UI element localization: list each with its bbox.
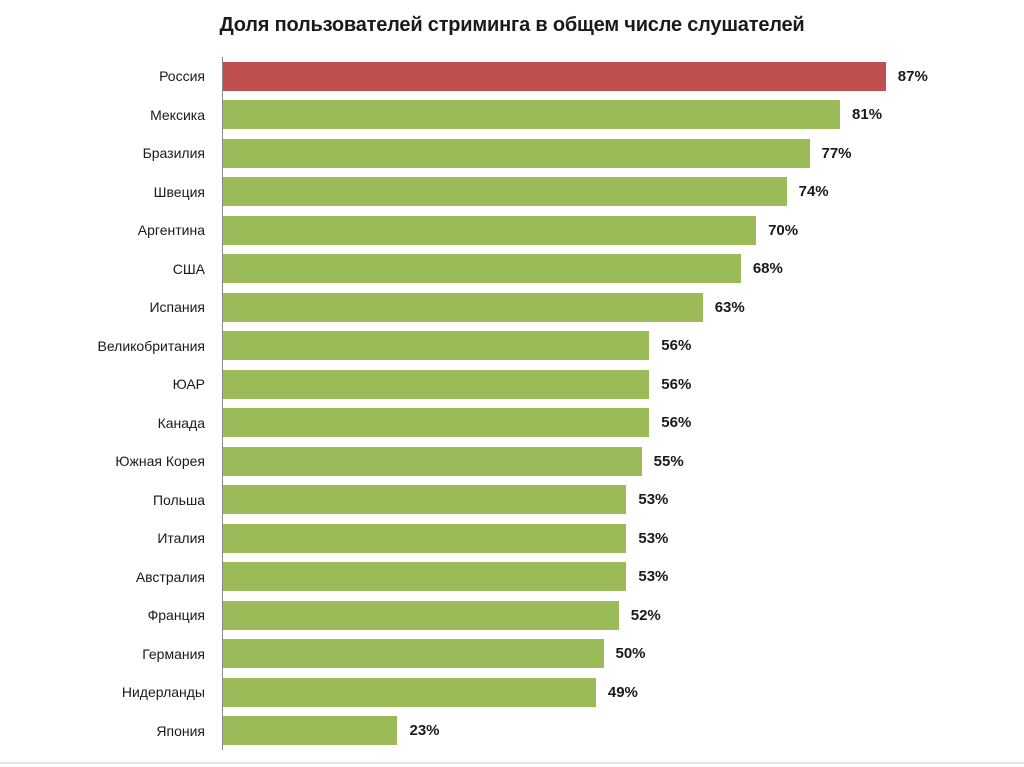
bar [222,292,703,322]
category-label: Швеция [153,183,205,200]
bar-row: Мексика 81% [0,96,1010,135]
category-label: Франция [147,607,205,624]
value-label: 56% [661,414,692,432]
bar-track: 74% [222,173,1010,212]
value-label: 68% [752,260,783,278]
bar [222,138,810,168]
value-label: 56% [661,337,692,355]
bar-row: Россия 87% [0,57,1010,96]
y-axis-line [222,57,223,750]
category-label: Великобритания [97,337,205,354]
value-label: 55% [653,452,684,470]
chart-title: Доля пользователей стриминга в общем чис… [219,14,805,36]
bar-track: 87% [222,57,1010,96]
bar-track: 53% [222,558,1010,597]
category-label: Мексика [150,106,205,123]
bar [222,177,787,207]
category-label: Германия [142,645,205,662]
bar-row: Канада 56% [0,404,1010,443]
bar-track: 55% [222,442,1010,481]
bar [222,677,596,707]
bar [222,254,741,284]
bar-track: 77% [222,134,1010,173]
bar [222,369,650,399]
slide-bottom-border [0,762,1024,764]
bar-track: 50% [222,635,1010,674]
bar [222,408,650,438]
bar-track: 53% [222,481,1010,520]
bar-row: Швеция 74% [0,173,1010,212]
bar-track: 56% [222,327,1010,366]
bar-rows: Россия 87% Мексика 81% Бразилия 77% Швец… [0,57,1010,750]
bar-row: Испания 63% [0,288,1010,327]
bar-row: Бразилия 77% [0,134,1010,173]
bar [222,215,757,245]
bar-track: 70% [222,211,1010,250]
category-label: Италия [157,530,205,547]
bar [222,600,619,630]
bar-row: Аргентина 70% [0,211,1010,250]
category-label: ЮАР [172,376,205,393]
bar-track: 53% [222,519,1010,558]
value-label: 23% [409,722,440,740]
category-label: США [172,260,205,277]
bar-row: Польша 53% [0,481,1010,520]
bar-row: ЮАР 56% [0,365,1010,404]
bar-row: Великобритания 56% [0,327,1010,366]
bar-row: Италия 53% [0,519,1010,558]
bar [222,716,398,746]
value-label: 53% [638,491,669,509]
bar [222,639,604,669]
bar [222,446,642,476]
value-label: 56% [661,375,692,393]
bar-track: 56% [222,404,1010,443]
bar [222,100,841,130]
value-label: 53% [638,529,669,547]
bar [222,523,627,553]
value-label: 77% [821,144,852,162]
category-label: Южная Корея [115,453,205,470]
value-label: 70% [768,221,799,239]
value-label: 53% [638,568,669,586]
category-label: Бразилия [142,145,205,162]
bar-track: 52% [222,596,1010,635]
value-label: 50% [615,645,646,663]
bar-row: США 68% [0,250,1010,289]
category-label: Австралия [135,568,205,585]
value-label: 52% [630,606,661,624]
value-label: 74% [798,183,829,201]
category-label: Япония [156,722,205,739]
value-label: 81% [852,106,883,124]
category-label: Канада [157,414,205,431]
category-label: Аргентина [137,222,205,239]
value-label: 49% [607,683,638,701]
category-label: Россия [159,68,205,85]
bar-track: 23% [222,712,1010,751]
bar [222,331,650,361]
bar-track: 68% [222,250,1010,289]
bar [222,562,627,592]
category-label: Нидерланды [121,684,205,701]
bar [222,61,886,91]
category-label: Испания [149,299,205,316]
bar-row: Германия 50% [0,635,1010,674]
bar-track: 56% [222,365,1010,404]
value-label: 87% [897,67,928,85]
category-label: Польша [152,491,205,508]
bar-row: Франция 52% [0,596,1010,635]
bar [222,485,627,515]
bar-row: Япония 23% [0,712,1010,751]
value-label: 63% [714,298,745,316]
bar-track: 81% [222,96,1010,135]
bar-chart: Россия 87% Мексика 81% Бразилия 77% Швец… [0,57,1010,750]
bar-track: 49% [222,673,1010,712]
bar-row: Австралия 53% [0,558,1010,597]
bar-row: Нидерланды 49% [0,673,1010,712]
bar-row: Южная Корея 55% [0,442,1010,481]
bar-track: 63% [222,288,1010,327]
